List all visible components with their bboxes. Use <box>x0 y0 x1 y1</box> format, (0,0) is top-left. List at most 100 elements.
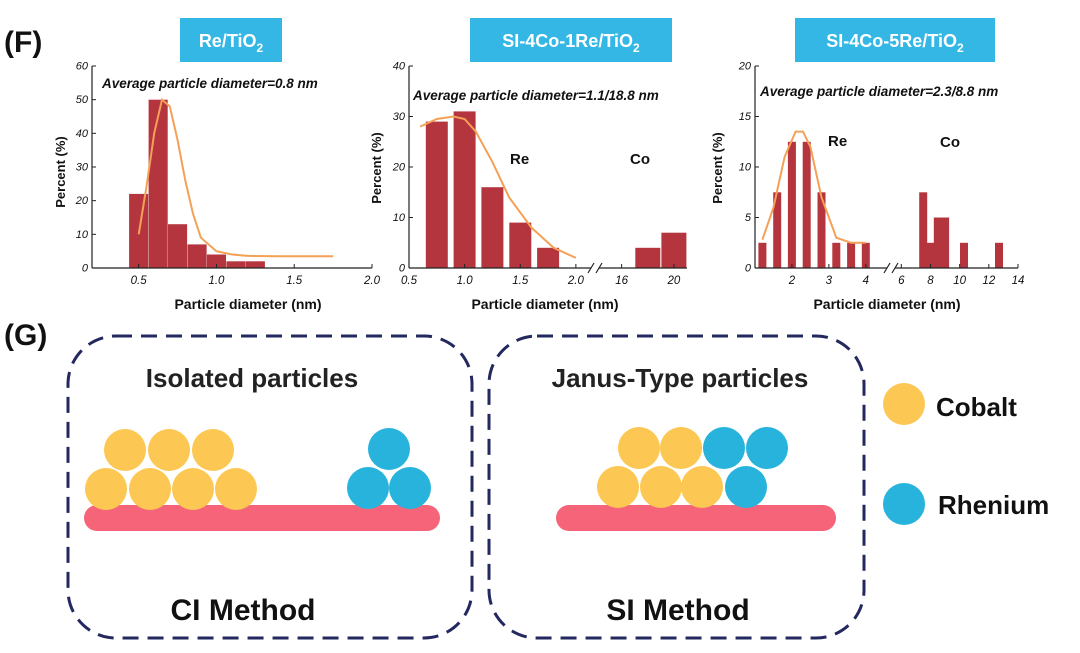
x-axis-label: Particle diameter (nm) <box>813 296 960 312</box>
x-tick-label: 2.0 <box>363 275 381 287</box>
histogram-bar <box>635 247 661 268</box>
legend: Cobalt Rhenium <box>883 383 1049 525</box>
schematic-ci-method: Isolated particles CI Method <box>66 334 474 640</box>
legend-label-rhenium: Rhenium <box>938 490 1049 520</box>
x-tick-label: 10 <box>953 275 966 287</box>
rhenium-atom <box>703 427 745 469</box>
cobalt-atom <box>172 468 214 510</box>
cobalt-atom <box>660 427 702 469</box>
chart-annotation: Average particle diameter=1.1/18.8 nm <box>412 88 659 103</box>
axis-break-mark <box>883 262 891 274</box>
y-axis-label: Percent (%) <box>53 136 68 208</box>
panel-g-label: (G) <box>4 319 47 352</box>
histogram-bar <box>847 242 856 269</box>
y-tick-label: 50 <box>76 94 89 106</box>
schematic-heading: Janus-Type particles <box>552 363 809 393</box>
histogram-bar <box>861 242 870 269</box>
x-tick-label: 14 <box>1012 275 1025 287</box>
y-tick-label: 10 <box>393 212 406 224</box>
rhenium-atom <box>347 467 389 509</box>
histogram-bar <box>926 242 935 269</box>
chart-title-badge <box>470 18 672 62</box>
cobalt-atom <box>104 429 146 471</box>
schematic-heading: Isolated particles <box>146 363 358 393</box>
legend-label-cobalt: Cobalt <box>936 392 1017 422</box>
x-axis-label: Particle diameter (nm) <box>471 296 618 312</box>
cobalt-atom <box>85 468 127 510</box>
gaussian-fit-curve <box>137 97 334 258</box>
y-tick-label: 0 <box>399 263 406 275</box>
y-tick-label: 15 <box>739 111 752 123</box>
histogram-bar <box>832 242 841 269</box>
y-tick-label: 0 <box>82 263 89 275</box>
x-tick-label: 1.5 <box>286 275 303 287</box>
cobalt-atom <box>148 429 190 471</box>
cobalt-atom <box>640 466 682 508</box>
y-tick-label: 40 <box>393 61 406 73</box>
y-tick-label: 40 <box>76 128 89 140</box>
y-tick-label: 30 <box>76 162 89 174</box>
x-tick-label: 1.0 <box>208 275 225 287</box>
chart-title: Re/TiO2 <box>199 31 264 55</box>
x-axis-label: Particle diameter (nm) <box>174 296 321 312</box>
rhenium-atom <box>368 428 410 470</box>
histogram-bar <box>226 261 246 268</box>
tio2-support <box>84 505 440 531</box>
chart-title: SI-4Co-5Re/TiO2 <box>826 31 964 55</box>
axis-break-mark <box>587 262 595 274</box>
x-tick-label: 1.5 <box>512 275 529 287</box>
plot-area: 0 10 20 30 40 50 60 0.5 1.0 1.5 2.0 <box>75 61 381 288</box>
particle-atoms <box>85 428 431 510</box>
histogram-bar <box>187 244 207 268</box>
legend-swatch-rhenium <box>883 483 925 525</box>
y-tick-label: 10 <box>739 162 752 174</box>
histogram-bar <box>509 222 532 268</box>
histogram-bar <box>481 187 504 268</box>
region-label-co: Co <box>630 151 650 168</box>
histogram-bar <box>802 141 811 269</box>
cobalt-atom <box>618 427 660 469</box>
method-label: SI Method <box>606 594 749 627</box>
cobalt-atom <box>215 468 257 510</box>
rhenium-atom <box>746 427 788 469</box>
x-tick-label: 0.5 <box>401 275 418 287</box>
histogram-bar <box>206 254 226 268</box>
chart-title-badge <box>795 18 995 62</box>
region-label-co: Co <box>940 134 960 151</box>
x-tick-label: 1.0 <box>457 275 474 287</box>
x-tick-label: 16 <box>615 275 628 287</box>
y-tick-label: 10 <box>76 229 89 241</box>
particle-atoms <box>597 427 788 508</box>
dashed-frame <box>487 334 866 640</box>
y-axis-label: Percent (%) <box>369 132 384 204</box>
method-label: CI Method <box>171 594 316 627</box>
chart-annotation: Average particle diameter=0.8 nm <box>101 76 318 91</box>
cobalt-atom <box>129 468 171 510</box>
region-label-re: Re <box>828 133 847 150</box>
histogram-bar <box>537 247 560 268</box>
histogram-si-4co-1re-tio2: SI-4Co-1Re/TiO2 0 10 20 30 40 0.5 1.0 1.5 2.0 16 2… <box>369 18 687 312</box>
x-tick-label: 2 <box>788 275 796 287</box>
histogram-bar <box>425 121 448 268</box>
y-tick-label: 20 <box>738 61 752 73</box>
histogram-bar <box>960 242 968 269</box>
histogram-bar <box>168 224 188 268</box>
histogram-bar <box>919 192 928 269</box>
cobalt-atom <box>192 429 234 471</box>
histogram-si-4co-5re-tio2: SI-4Co-5Re/TiO2 0 5 10 15 20 2 3 4 6 8 10 12 14 Aver… <box>710 18 1024 312</box>
histogram-bar <box>817 192 826 269</box>
x-tick-label: 20 <box>667 275 681 287</box>
gaussian-fit-curve <box>761 130 866 244</box>
chart-annotation: Average particle diameter=2.3/8.8 nm <box>759 84 998 99</box>
histogram-re-tio2: Re/TiO2 0 10 20 30 40 50 60 0.5 1.0 1.5 2.0 Averag… <box>53 18 381 312</box>
histogram-bar <box>933 217 942 268</box>
axis-break-mark <box>595 262 603 274</box>
legend-swatch-cobalt <box>883 383 925 425</box>
x-tick-label: 3 <box>826 275 833 287</box>
y-axis-label: Percent (%) <box>710 132 725 204</box>
y-tick-label: 60 <box>76 61 89 73</box>
x-tick-label: 8 <box>927 275 934 287</box>
histogram-bar <box>758 242 767 269</box>
gaussian-fit-curve <box>419 115 577 259</box>
